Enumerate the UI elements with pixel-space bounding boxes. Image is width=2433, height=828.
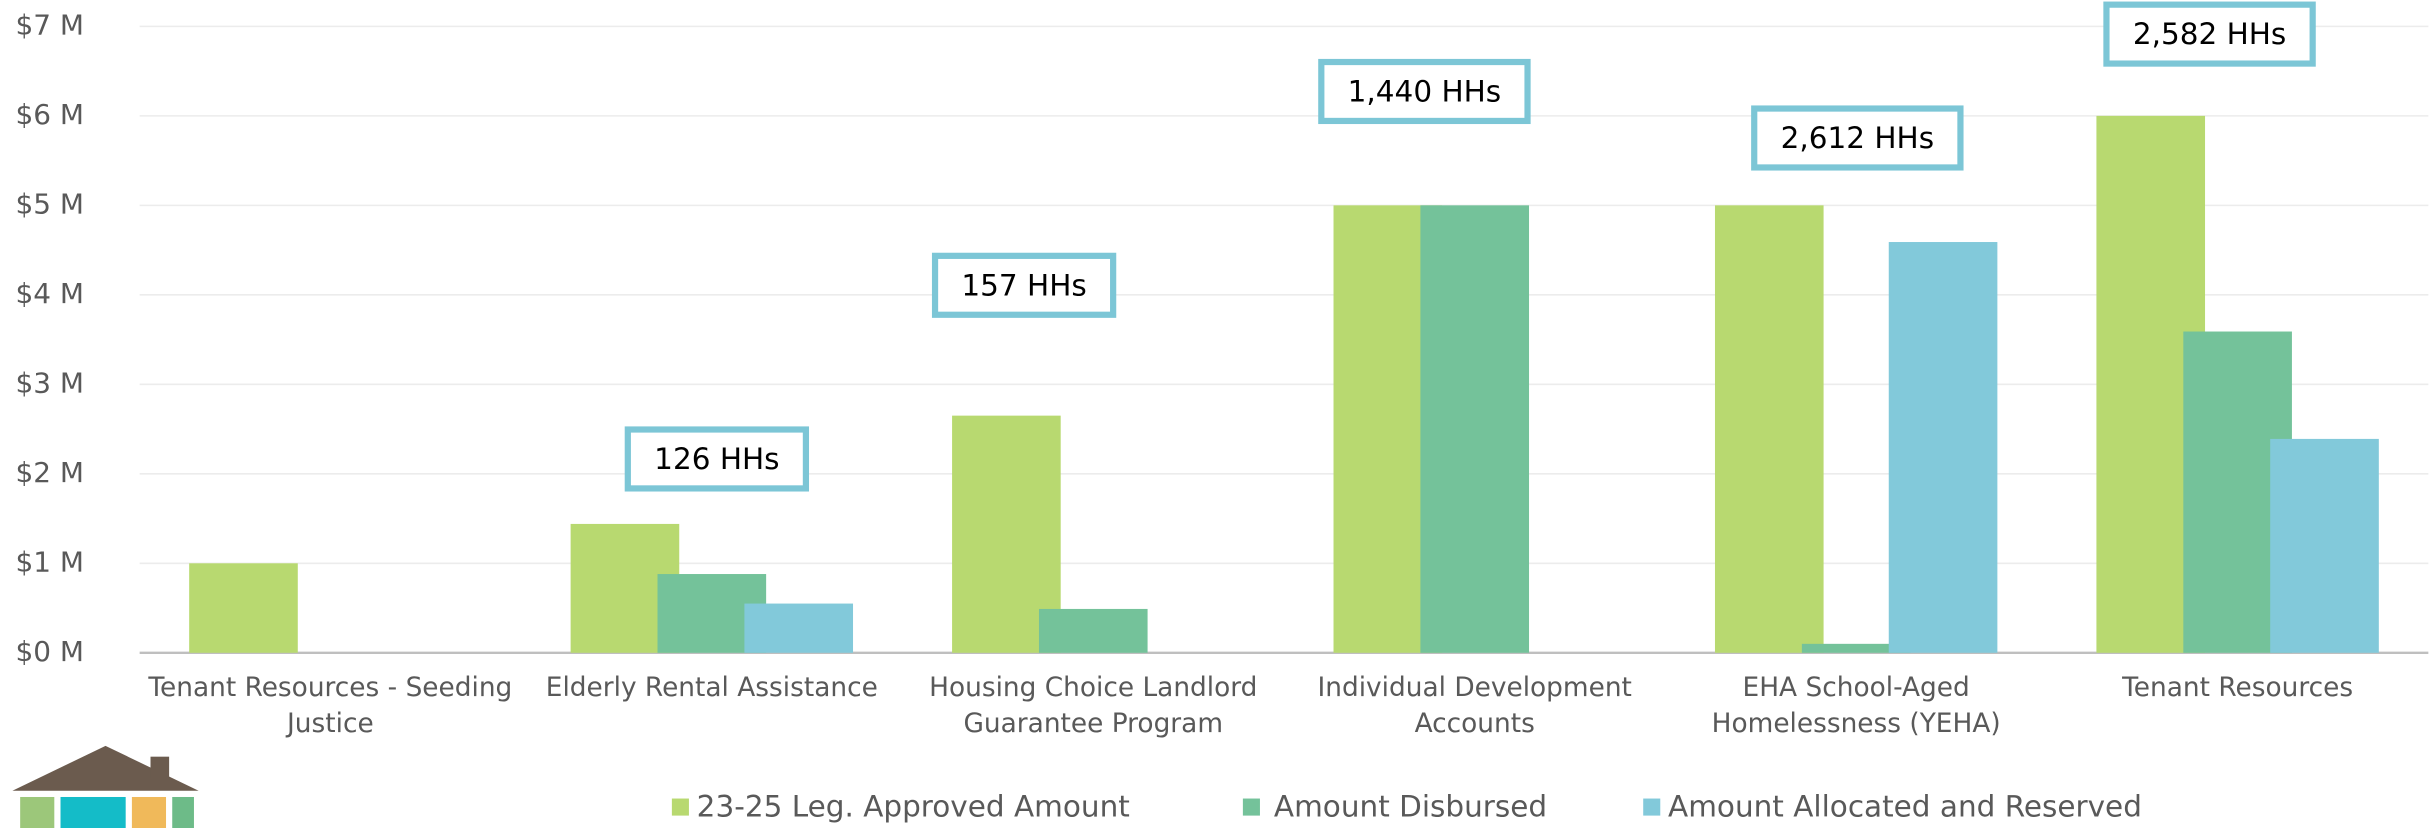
y-tick-label: $6 M xyxy=(16,98,84,131)
legend-swatch xyxy=(671,798,689,816)
legend-label: Amount Disbursed xyxy=(1274,789,1547,823)
x-tick-label-box: Tenant Resources xyxy=(2122,672,2354,704)
annotation: 126 HHs xyxy=(654,442,779,476)
x-tick-label: Elderly Rental Assistance xyxy=(545,672,878,704)
annotation: 2,582 HHs xyxy=(2133,17,2286,51)
y-tick-label: $4 M xyxy=(16,277,84,310)
annotation: 157 HHs xyxy=(961,268,1086,302)
y-tick-label: $1 M xyxy=(16,545,84,578)
logo xyxy=(12,745,199,828)
bar xyxy=(1714,205,1824,653)
x-tick-label: Tenant Resources xyxy=(2122,672,2354,704)
annotation-box xyxy=(1318,58,1531,125)
legend-swatch xyxy=(1242,798,1260,816)
y-tick-label: $5 M xyxy=(16,187,84,220)
annotation-box xyxy=(2103,1,2316,67)
y-tick-label: $0 M xyxy=(16,635,84,668)
annotation: 1,440 HHs xyxy=(1348,75,1501,109)
legend-label: Amount Allocated and Reserved xyxy=(1668,789,2142,823)
bar xyxy=(1420,205,1530,653)
annotation-box xyxy=(624,426,810,492)
y-tick-label: $7 M xyxy=(16,8,84,41)
bar xyxy=(189,563,298,653)
bar xyxy=(1801,643,1911,653)
y-tick-label: $2 M xyxy=(16,456,84,489)
legend-label: 23-25 Leg. Approved Amount xyxy=(697,789,1130,823)
x-tick-label-box: Individual Development Accounts xyxy=(1317,672,1632,740)
x-tick-label: EHA School-Aged Homelessness (YEHA) xyxy=(1711,672,2001,740)
x-tick-label: Individual Development Accounts xyxy=(1317,672,1632,740)
x-tick-label-box: EHA School-Aged Homelessness (YEHA) xyxy=(1711,672,2001,740)
annotation: 2,612 HHs xyxy=(1781,121,1934,155)
bar xyxy=(2270,438,2379,653)
x-tick-label-box: Elderly Rental Assistance xyxy=(545,672,878,704)
legend-swatch xyxy=(1643,798,1661,816)
annotation-box xyxy=(931,252,1117,318)
x-tick-label-box: Tenant Resources - Seeding Justice xyxy=(148,672,513,740)
bar xyxy=(1038,608,1148,653)
x-tick-label: Tenant Resources - Seeding Justice xyxy=(148,672,513,740)
bar xyxy=(744,603,854,653)
x-tick-label: Housing Choice Landlord Guarantee Progra… xyxy=(929,672,1258,740)
x-tick-label-box: Housing Choice Landlord Guarantee Progra… xyxy=(929,672,1258,740)
y-tick-label: $3 M xyxy=(16,366,84,399)
annotation-box xyxy=(1751,105,1964,171)
bar xyxy=(1888,242,1998,653)
